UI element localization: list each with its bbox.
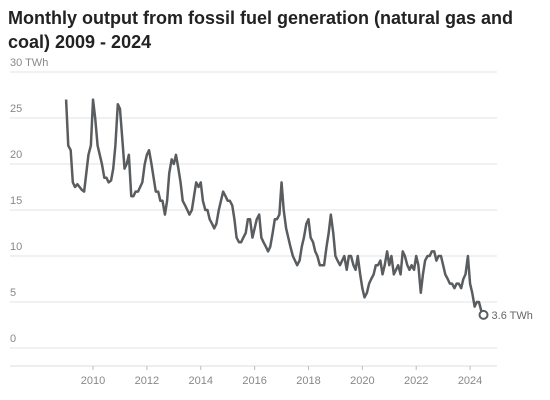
y-tick-label: 0 [10,333,16,345]
y-tick-label: 20 [10,149,22,161]
x-tick-label: 2010 [81,375,105,387]
x-tick-label: 2022 [404,375,428,387]
x-tick-label: 2024 [458,375,482,387]
end-label: 3.6 TWh [492,310,533,322]
x-tick-label: 2020 [350,375,374,387]
y-tick-label: 25 [10,103,22,115]
y-tick-label: 15 [10,195,22,207]
x-tick-label: 2018 [296,375,320,387]
x-tick-label: 2012 [135,375,159,387]
y-tick-label: 5 [10,287,16,299]
x-tick-label: 2016 [242,375,266,387]
y-tick-label: 30 TWh [10,57,48,69]
line-series [64,98,485,316]
chart-title: Monthly output from fossil fuel generati… [8,8,514,52]
x-tick-label: 2014 [189,375,213,387]
end-point [478,309,489,320]
y-tick-label: 10 [10,241,22,253]
